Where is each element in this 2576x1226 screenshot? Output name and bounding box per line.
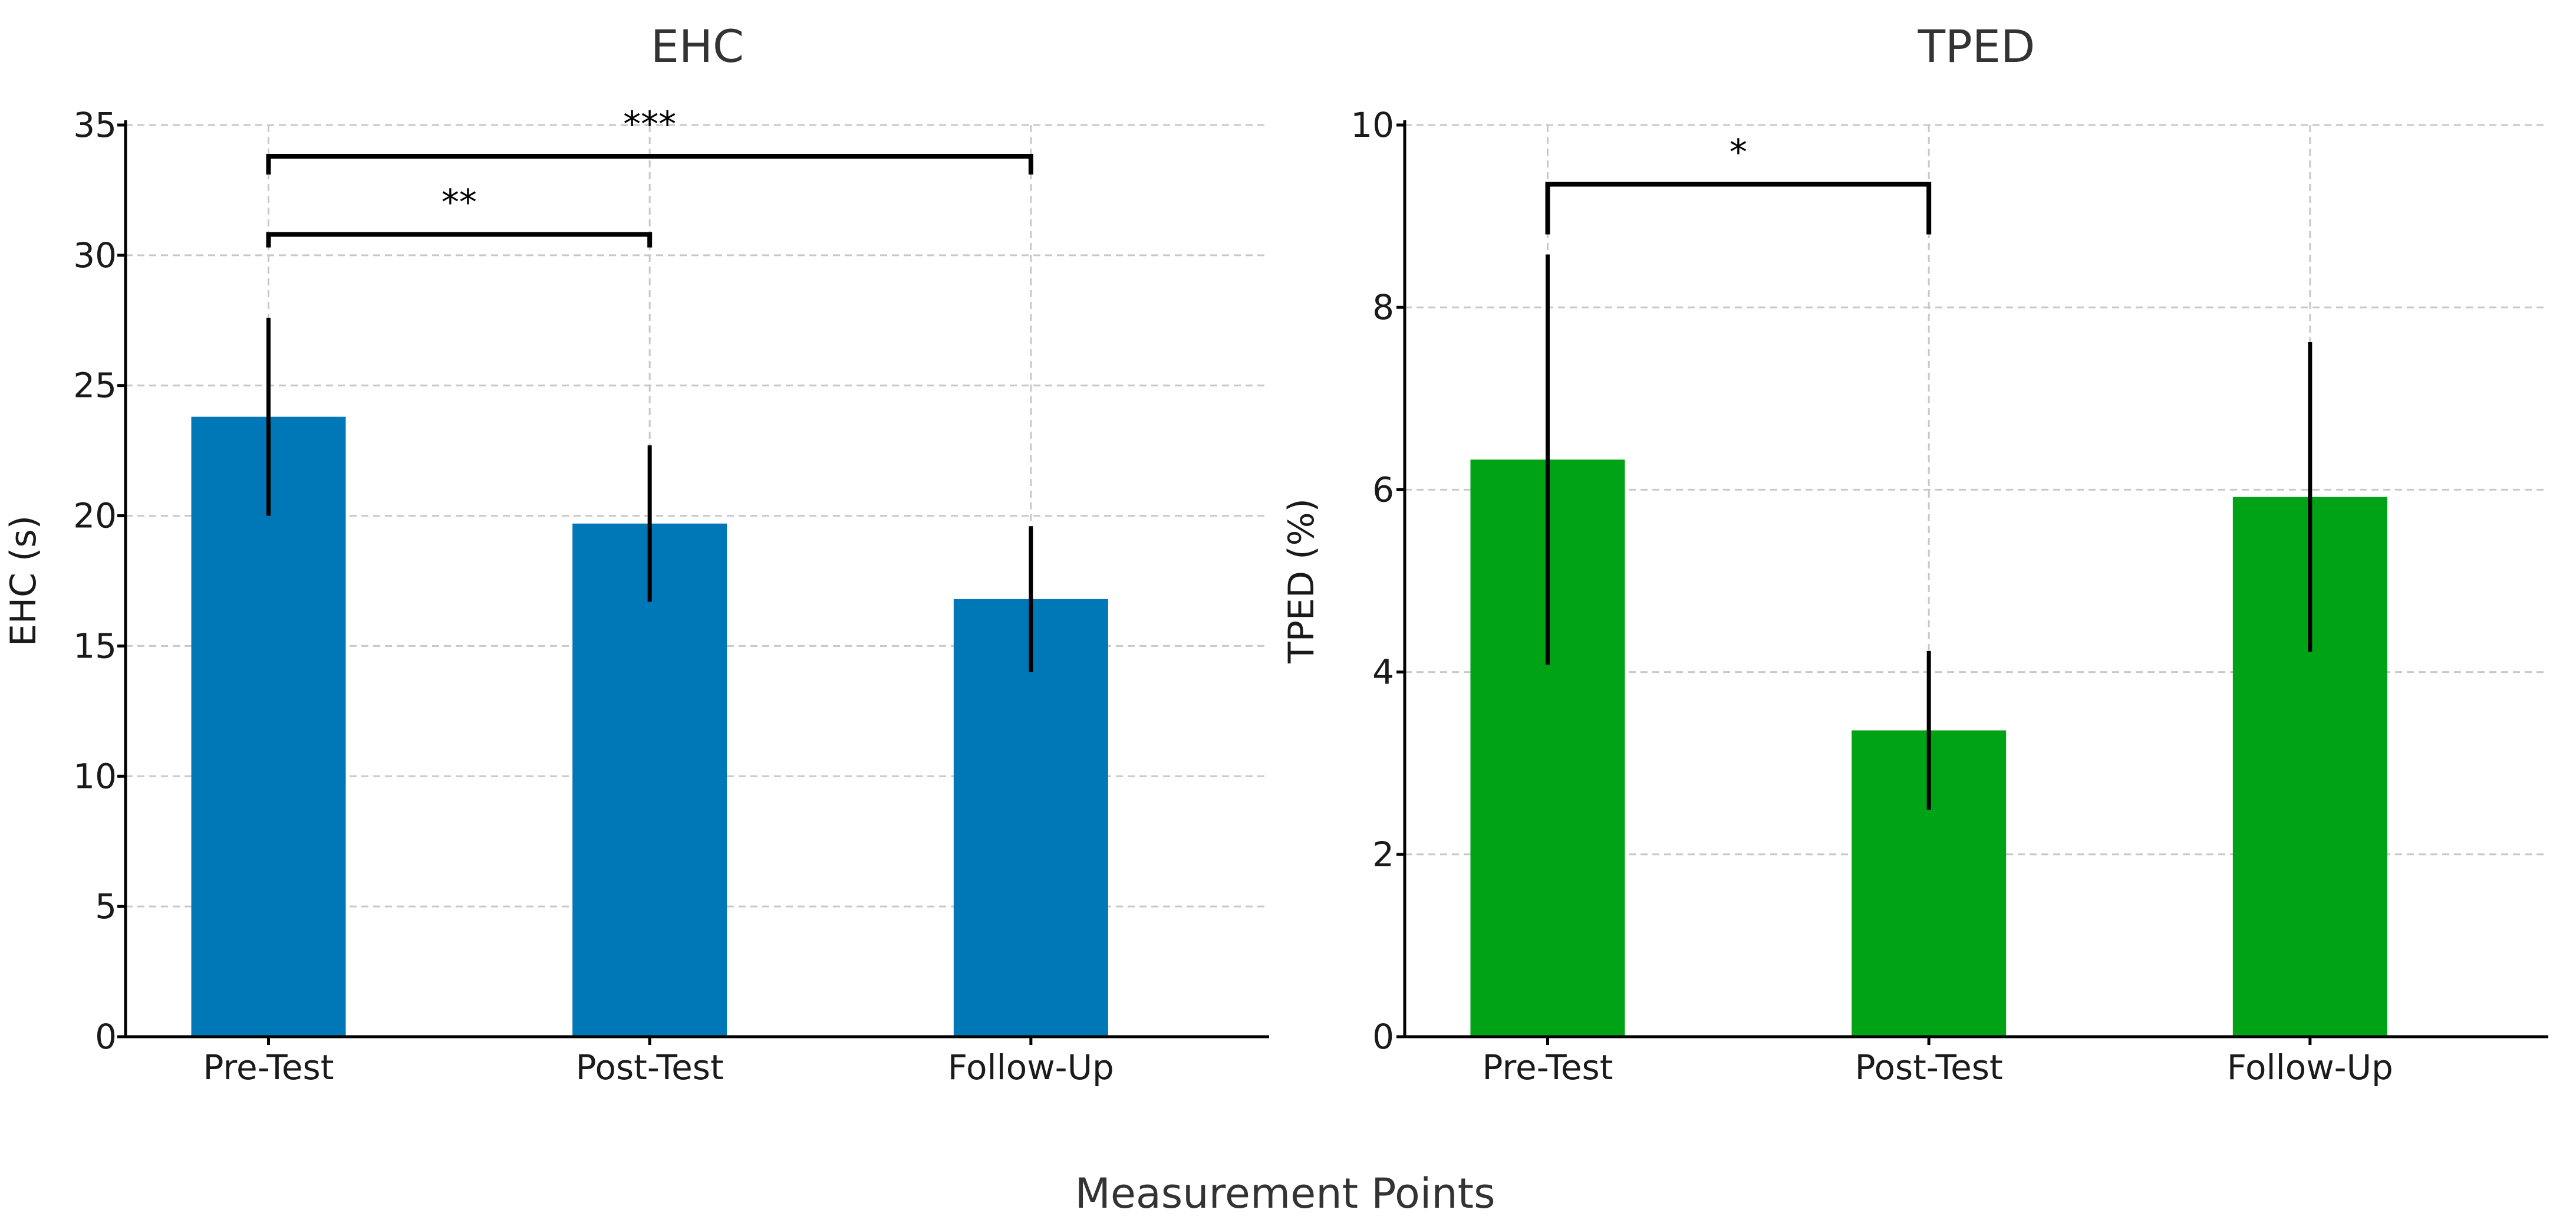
x-tick-label: Post-Test <box>576 1047 724 1087</box>
ehc-panel: 0 5 10 15 20 25 30 35 Pre-Test Post-Test Follow-Up… <box>3 20 1269 1087</box>
x-tick-label: Follow-Up <box>2227 1047 2393 1087</box>
x-tick-label: Pre-Test <box>1482 1047 1613 1087</box>
y-tick-label: 8 <box>1372 287 1394 327</box>
bar-post-test <box>572 523 727 1037</box>
y-tick-label: 2 <box>1372 834 1394 875</box>
y-tick-label: 10 <box>1350 105 1394 145</box>
y-tick-label: 25 <box>73 366 117 406</box>
y-tick-label: 15 <box>73 626 117 666</box>
y-tick-label: 30 <box>73 235 117 275</box>
y-tick-label: 4 <box>1372 652 1394 692</box>
y-tick-label: 20 <box>73 496 117 536</box>
chart-title: TPED <box>1918 20 2035 73</box>
tped-panel: 0 2 4 6 8 10 Pre-Test Post-Test Follow-Up * TPED TP… <box>1281 20 2548 1087</box>
chart-title: EHC <box>651 20 744 73</box>
y-tick-label: 10 <box>73 756 117 796</box>
bar-pre-test <box>191 416 346 1037</box>
x-tick-label: Follow-Up <box>948 1047 1114 1087</box>
significance-label: *** <box>623 104 676 145</box>
y-tick-label: 5 <box>95 886 117 926</box>
y-tick-label: 0 <box>95 1017 117 1057</box>
x-tick-label: Post-Test <box>1855 1047 2003 1087</box>
y-tick-label: 6 <box>1372 469 1394 510</box>
y-tick-label: 35 <box>73 105 117 145</box>
significance-bracket <box>1545 182 1932 235</box>
significance-label: ** <box>442 182 477 223</box>
x-tick-label: Pre-Test <box>203 1047 334 1087</box>
y-tick-label: 0 <box>1372 1017 1394 1057</box>
significance-bracket <box>266 154 1033 175</box>
y-axis-label: EHC (s) <box>3 515 44 646</box>
significance-label: * <box>1730 132 1747 173</box>
figure-xlabel: Measurement Points <box>1075 1169 1495 1218</box>
significance-bracket <box>266 232 653 248</box>
y-axis-label: TPED (%) <box>1281 498 1322 664</box>
